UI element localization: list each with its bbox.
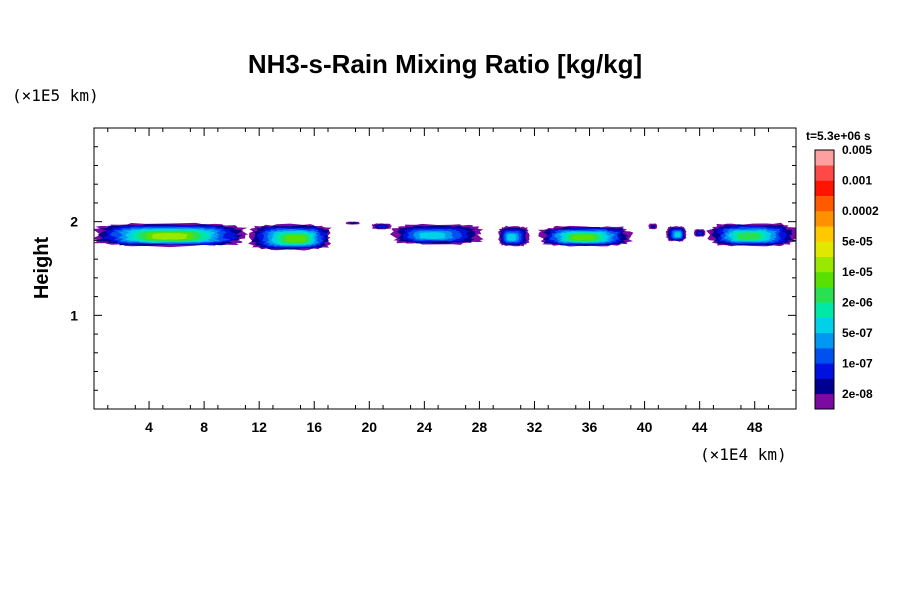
colorbar-swatch	[815, 378, 834, 395]
y-axis-label: Height	[31, 237, 53, 300]
cloud-blob	[345, 221, 360, 225]
contour-level	[285, 234, 306, 243]
colorbar-swatch	[815, 348, 834, 364]
colorbar-swatch	[815, 363, 834, 379]
colorbar-swatch	[815, 195, 834, 212]
y-unit-label: (×1E5 km)	[12, 86, 99, 105]
colorbar-swatch	[815, 256, 834, 273]
y-tick-label: 1	[70, 307, 78, 323]
cloud-blob	[693, 229, 706, 237]
cloud-blob	[94, 222, 249, 248]
colorbar-swatch	[815, 287, 834, 303]
cloud-blob	[665, 226, 687, 242]
contour-level	[674, 232, 681, 238]
cloud-blob	[389, 223, 484, 245]
contour-level	[151, 233, 188, 240]
x-tick-label: 8	[200, 419, 208, 435]
contour-level	[349, 222, 358, 225]
contour-level	[697, 231, 703, 236]
plot-frame	[93, 127, 797, 410]
x-tick-label: 4	[145, 419, 153, 435]
contour-level	[571, 234, 596, 241]
colorbar-swatch	[815, 317, 834, 334]
colorbar-swatch	[815, 332, 834, 349]
contour-level	[737, 232, 761, 240]
contour-level	[377, 225, 387, 228]
x-tick-label: 44	[692, 419, 708, 435]
x-tick-label: 12	[251, 419, 267, 435]
contour-level	[507, 233, 517, 241]
colorbar-label: 1e-07	[842, 356, 873, 370]
x-tick-label: 32	[527, 419, 543, 435]
colorbar-label: 1e-05	[842, 265, 873, 279]
x-unit-label: (×1E4 km)	[700, 445, 787, 464]
colorbar-swatch	[815, 150, 834, 166]
colorbar-swatch	[815, 165, 834, 181]
colorbar-label: 0.0002	[842, 204, 879, 218]
colorbar-label: 2e-08	[842, 387, 873, 401]
colorbar-label: 0.001	[842, 173, 872, 187]
x-tick-label: 20	[362, 419, 378, 435]
cloud-blob	[706, 222, 796, 247]
colorbar-swatch	[815, 241, 834, 257]
colorbar: 2e-08 1e-07 5e-07 2e-06 1e-05 5e-05 0.0002 0.00…	[814, 143, 879, 410]
contour-level	[418, 232, 446, 239]
cloud-blob	[648, 223, 658, 230]
time-label: t=5.3e+06 s	[806, 129, 871, 143]
cloud-blob	[248, 223, 332, 251]
colorbar-frame	[814, 149, 835, 410]
x-tick-label: 28	[472, 419, 488, 435]
colorbar-swatch	[815, 271, 834, 288]
x-tick-label: 48	[747, 419, 763, 435]
cloud-blob	[498, 225, 530, 247]
colorbar-label: 0.005	[842, 143, 872, 157]
x-tick-label: 24	[417, 419, 433, 435]
contour-level	[650, 224, 656, 229]
colorbar-swatch	[815, 210, 834, 227]
colorbar-swatch	[815, 226, 834, 242]
y-tick-label: 2	[70, 214, 78, 230]
contour-field	[94, 221, 796, 251]
colorbar-label: 2e-06	[842, 295, 873, 309]
colorbar-label: 5e-05	[842, 234, 873, 248]
cloud-blob	[371, 223, 392, 230]
colorbar-swatch	[815, 393, 834, 410]
chart-title: NH3-s-Rain Mixing Ratio [kg/kg]	[248, 49, 642, 79]
x-tick-label: 40	[637, 419, 653, 435]
colorbar-swatch	[815, 180, 834, 197]
cloud-blob	[537, 225, 634, 247]
x-tick-label: 16	[306, 419, 322, 435]
colorbar-label: 5e-07	[842, 326, 873, 340]
colorbar-swatch	[815, 302, 834, 318]
x-tick-label: 36	[582, 419, 598, 435]
